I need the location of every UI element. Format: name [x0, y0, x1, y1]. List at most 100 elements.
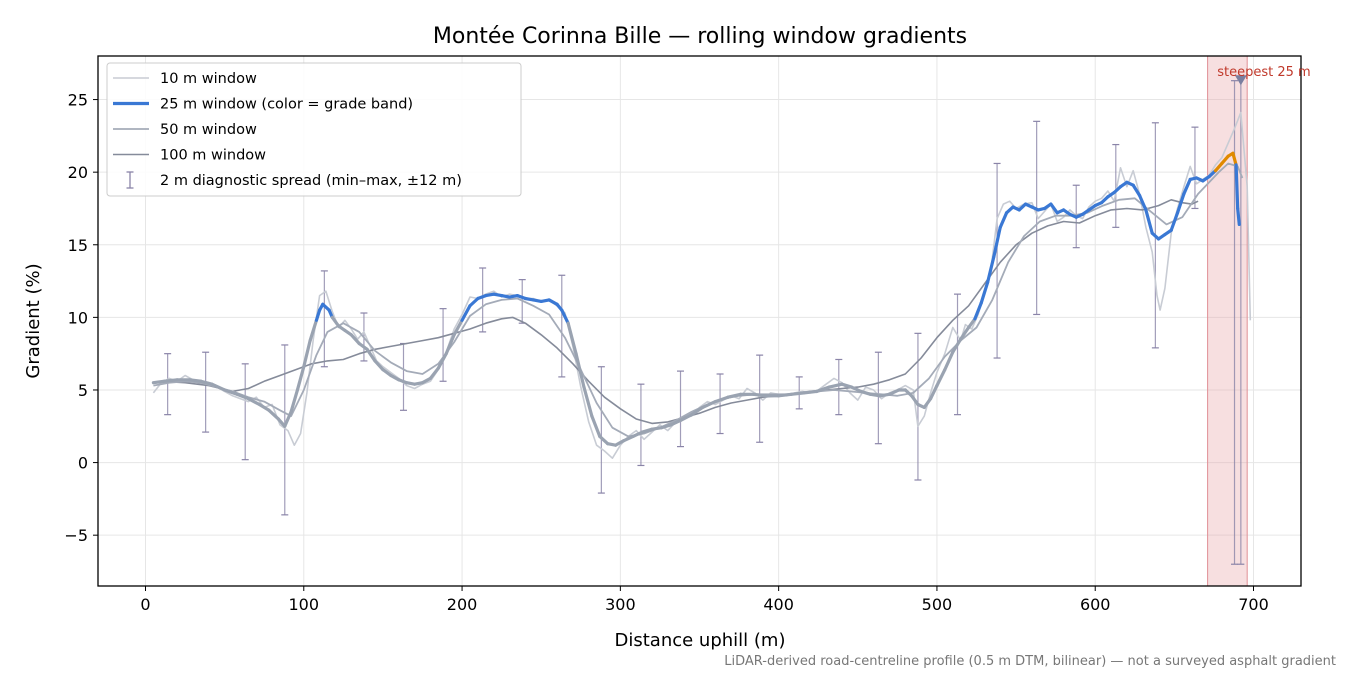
y-tick-label: 20 — [68, 163, 88, 182]
error-bar — [874, 351, 882, 445]
series-25m-segment — [802, 389, 819, 395]
series-25m-segment — [713, 395, 730, 404]
series-25m-segment — [815, 385, 831, 394]
y-tick-label: −5 — [64, 526, 88, 545]
series-25m-segment — [1169, 211, 1180, 232]
error-bar — [954, 293, 962, 416]
x-tick-label: 500 — [922, 595, 953, 614]
x-axis-ticks: 0 100 200 300 400 500 600 700 — [140, 586, 1269, 614]
legend-entry: 50 m window — [113, 122, 257, 138]
footnote: LiDAR-derived road-centreline profile (0… — [724, 654, 1336, 669]
series-25m-segment — [689, 405, 705, 417]
y-tick-label: 25 — [68, 91, 88, 110]
x-tick-label: 100 — [289, 595, 320, 614]
series-25m-segment — [1049, 202, 1059, 215]
series-25m-segment — [267, 408, 281, 421]
series-25m-segment — [1131, 183, 1142, 197]
series-25m-segment — [257, 402, 271, 412]
series-25m-segment — [922, 397, 933, 409]
series-25m-segment — [246, 397, 262, 407]
series-25m-segment — [1236, 206, 1241, 227]
series-25m-segment — [314, 308, 322, 322]
series-25m-segment — [1182, 177, 1192, 196]
series-25m-segment — [373, 359, 385, 372]
y-tick-label: 15 — [68, 236, 88, 255]
series-25m-segment — [659, 423, 673, 430]
series-25m-segment — [973, 301, 983, 321]
series-25m-segment — [1144, 208, 1154, 235]
series-25m-segment — [985, 254, 996, 285]
series-25m-segment — [188, 378, 203, 383]
legend: 10 m window 25 m window (color = grade ba… — [106, 62, 522, 197]
y-axis-ticks: −5 0 5 10 15 20 25 — [64, 91, 98, 545]
series-25m-segment — [669, 418, 683, 427]
series-25m-segment — [827, 382, 844, 389]
series-25m-segment — [162, 378, 179, 383]
series-25m-segment — [887, 388, 901, 396]
series-25m-segment — [295, 365, 306, 392]
series-25m-segment — [223, 388, 239, 396]
error-bar — [597, 366, 605, 494]
series-25m-segment — [998, 211, 1009, 229]
series-25m-segment — [631, 430, 645, 439]
series-25m-segment — [582, 385, 594, 418]
series-25m-segment — [428, 366, 440, 380]
series-25m-segment — [349, 333, 361, 346]
x-axis-label: Distance uphill (m) — [615, 630, 786, 651]
series-25m-segment — [935, 368, 947, 388]
series-25m-segment — [574, 352, 586, 389]
series-25m-segment — [849, 385, 863, 394]
series-25m-segment — [308, 318, 319, 343]
series-25m-segment — [777, 392, 793, 398]
series-25m-segment — [357, 341, 369, 351]
series-25m-segment — [859, 389, 873, 396]
chart-title: Montée Corinna Bille — rolling window gr… — [433, 24, 967, 49]
series-25m-segment — [951, 337, 963, 354]
legend-label: 2 m diagnostic spread (min–max, ±12 m) — [160, 173, 462, 189]
series-25m-segment — [302, 339, 312, 369]
series-25m-segment — [943, 350, 955, 372]
series-25m-segment — [199, 379, 214, 386]
series-25m-segment — [468, 296, 480, 308]
series-25m-segment — [910, 394, 920, 407]
y-tick-label: 5 — [78, 381, 88, 400]
error-bar — [1033, 120, 1041, 316]
error-bar — [479, 267, 487, 333]
series-25m-segment — [235, 392, 250, 401]
series-25m-segment — [560, 308, 570, 325]
series-lines — [151, 111, 1252, 459]
error-bar — [914, 332, 922, 481]
legend-label: 50 m window — [160, 122, 257, 138]
series-25m-segment — [621, 434, 635, 443]
series-25m-segment — [840, 382, 854, 389]
series-25m-segment — [726, 392, 743, 399]
series-25m-segment — [460, 304, 472, 322]
error-bar — [1112, 143, 1120, 228]
error-bar — [1191, 126, 1199, 210]
series-25m-segment — [330, 315, 341, 328]
legend-label: 100 m window — [160, 148, 266, 164]
error-bar — [993, 162, 1001, 359]
series-25m-segment — [452, 318, 464, 337]
series-line-100m-window — [161, 199, 1199, 425]
series-25m-segment — [210, 382, 227, 392]
series-25m-segment — [1175, 192, 1186, 215]
x-tick-label: 600 — [1080, 595, 1111, 614]
series-25m-segment — [992, 225, 1002, 258]
legend-box — [106, 62, 522, 197]
series-25m-segment — [701, 399, 717, 409]
legend-label: 10 m window — [160, 71, 257, 87]
series-25m-segment — [959, 325, 971, 341]
error-bar — [637, 383, 645, 467]
series-25m-segment — [289, 388, 300, 414]
series-25m-segment — [1213, 161, 1224, 173]
series-25m-segment — [678, 413, 694, 423]
series-25m-segment — [966, 317, 977, 330]
error-bar — [202, 351, 210, 433]
legend-entry: 100 m window — [113, 148, 266, 164]
error-bar — [756, 354, 764, 443]
steepest-marker-triangle — [1234, 75, 1247, 86]
series-25m-segment — [590, 414, 602, 439]
series-25m-segment — [1137, 193, 1148, 212]
x-tick-label: 400 — [763, 595, 794, 614]
